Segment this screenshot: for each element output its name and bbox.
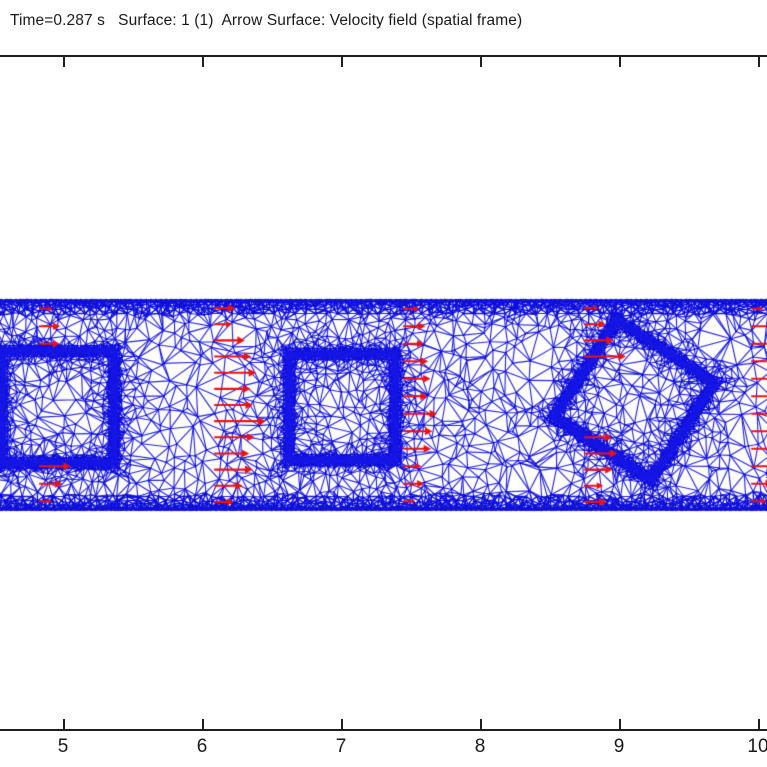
axis-bottom-line — [0, 729, 767, 731]
tick-bottom-8 — [480, 719, 482, 729]
tick-label-8: 8 — [474, 736, 486, 757]
tick-label-10: 10 — [747, 736, 767, 757]
tick-label-7: 7 — [335, 736, 347, 757]
tick-label-6: 6 — [196, 736, 208, 757]
tick-label-5: 5 — [57, 736, 69, 757]
tick-label-9: 9 — [613, 736, 625, 757]
tick-top-9 — [619, 57, 621, 67]
tick-bottom-6 — [202, 719, 204, 729]
tick-bottom-7 — [341, 719, 343, 729]
tick-top-5 — [63, 57, 65, 67]
tick-top-6 — [202, 57, 204, 67]
tick-bottom-5 — [63, 719, 65, 729]
tick-bottom-10 — [758, 719, 760, 729]
axis-top-line — [0, 55, 767, 57]
tick-top-7 — [341, 57, 343, 67]
tick-bottom-9 — [619, 719, 621, 729]
tick-top-10 — [758, 57, 760, 67]
tick-top-8 — [480, 57, 482, 67]
